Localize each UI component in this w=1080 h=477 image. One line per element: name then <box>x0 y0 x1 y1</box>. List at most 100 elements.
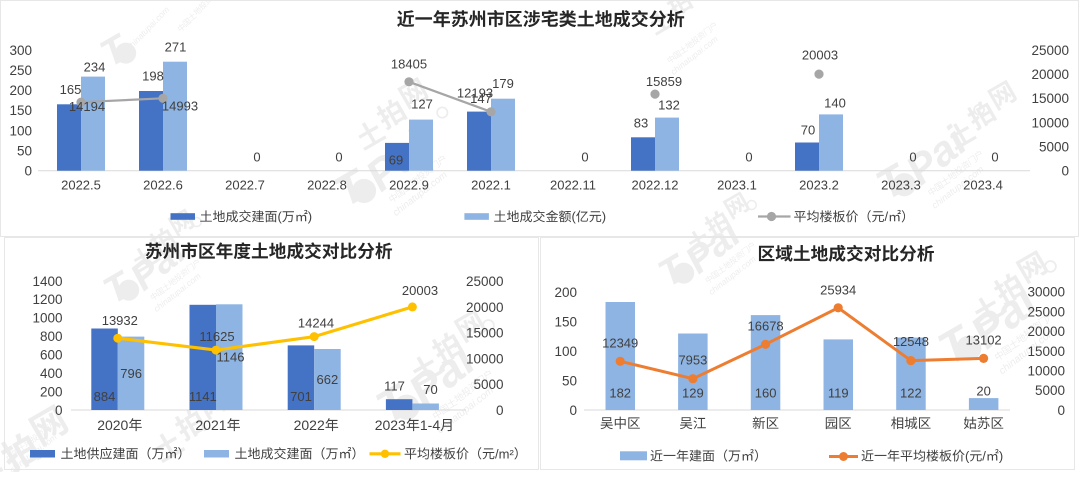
svg-text:0: 0 <box>1061 164 1069 179</box>
svg-text:0: 0 <box>335 150 342 165</box>
svg-text:): ) <box>602 209 606 224</box>
svg-text:1-4: 1-4 <box>420 417 440 433</box>
svg-text:0: 0 <box>253 150 260 165</box>
svg-text:1141: 1141 <box>189 389 217 404</box>
svg-text:0: 0 <box>1057 403 1065 418</box>
svg-text:600: 600 <box>40 348 63 363</box>
svg-text:12193: 12193 <box>457 86 493 101</box>
svg-text:2023.2: 2023.2 <box>799 177 839 192</box>
svg-text:140: 140 <box>824 96 846 111</box>
svg-text:150: 150 <box>9 103 32 118</box>
svg-text:15000: 15000 <box>466 326 504 341</box>
svg-text:7953: 7953 <box>678 353 707 368</box>
svg-text:160: 160 <box>755 385 777 400</box>
svg-text:2022.1: 2022.1 <box>471 177 511 192</box>
svg-text:14244: 14244 <box>298 316 334 331</box>
svg-text:13932: 13932 <box>102 313 138 328</box>
svg-text:2022: 2022 <box>294 417 325 433</box>
svg-text:1146: 1146 <box>217 350 245 365</box>
svg-text:182: 182 <box>609 385 631 400</box>
svg-text:20: 20 <box>976 384 990 399</box>
svg-text:147: 147 <box>470 91 492 106</box>
svg-text:): ) <box>999 449 1003 464</box>
svg-text:2023.1: 2023.1 <box>717 177 757 192</box>
svg-text:200: 200 <box>40 384 63 399</box>
svg-text:100: 100 <box>9 123 32 138</box>
svg-text:662: 662 <box>317 372 339 387</box>
svg-text:0: 0 <box>909 150 916 165</box>
svg-text:198: 198 <box>142 69 164 84</box>
svg-text:165: 165 <box>60 82 82 97</box>
svg-text:2023.3: 2023.3 <box>881 177 921 192</box>
svg-text:/: / <box>982 449 986 464</box>
svg-text:1200: 1200 <box>32 292 62 307</box>
svg-text:796: 796 <box>120 366 142 381</box>
svg-text:2022.11: 2022.11 <box>550 177 596 192</box>
svg-text:70: 70 <box>801 123 815 138</box>
svg-text:20000: 20000 <box>466 300 504 315</box>
svg-text:0: 0 <box>24 164 32 179</box>
svg-text:2020: 2020 <box>97 417 128 433</box>
svg-text:2023.4: 2023.4 <box>963 177 1003 192</box>
svg-text:70: 70 <box>423 382 437 397</box>
svg-text:14194: 14194 <box>69 99 105 114</box>
svg-text:69: 69 <box>389 153 403 168</box>
svg-text:/m²: /m² <box>495 446 514 461</box>
svg-text:5000: 5000 <box>473 377 503 392</box>
svg-text:/: / <box>885 209 889 224</box>
svg-text:14993: 14993 <box>162 99 198 114</box>
svg-text:(: ( <box>572 209 577 224</box>
svg-text:271: 271 <box>165 40 187 55</box>
svg-text:13102: 13102 <box>966 332 1002 347</box>
svg-text:250: 250 <box>9 63 32 78</box>
svg-text:2022.5: 2022.5 <box>61 177 101 192</box>
svg-text:25000: 25000 <box>1027 304 1065 319</box>
svg-text:25934: 25934 <box>820 283 856 298</box>
svg-text:129: 129 <box>682 385 704 400</box>
svg-text:2022.12: 2022.12 <box>632 177 679 192</box>
svg-text:2023: 2023 <box>375 417 406 433</box>
svg-text:20000: 20000 <box>1031 67 1069 82</box>
svg-text:0: 0 <box>581 150 588 165</box>
svg-text:2022.6: 2022.6 <box>143 177 183 192</box>
svg-text:5000: 5000 <box>1039 139 1069 154</box>
svg-text:10000: 10000 <box>1031 115 1069 130</box>
svg-text:5000: 5000 <box>1035 383 1065 398</box>
svg-text:12548: 12548 <box>893 334 929 349</box>
svg-text:0: 0 <box>496 403 504 418</box>
svg-text:800: 800 <box>40 329 63 344</box>
svg-text:2021: 2021 <box>195 417 226 433</box>
svg-text:117: 117 <box>384 379 405 394</box>
svg-text:0: 0 <box>745 150 752 165</box>
svg-text:200: 200 <box>9 83 32 98</box>
svg-text:300: 300 <box>9 43 32 58</box>
svg-text:179: 179 <box>492 76 514 91</box>
svg-text:11625: 11625 <box>199 329 234 344</box>
svg-text:18405: 18405 <box>391 57 427 72</box>
svg-text:0: 0 <box>991 150 998 165</box>
svg-text:884: 884 <box>94 389 116 404</box>
svg-text:2022.7: 2022.7 <box>225 177 265 192</box>
svg-text:0: 0 <box>55 403 63 418</box>
svg-text:127: 127 <box>411 97 433 112</box>
svg-text:20000: 20000 <box>1027 324 1065 339</box>
svg-text:30000: 30000 <box>1027 285 1065 300</box>
svg-text:(: ( <box>278 209 283 224</box>
svg-text:150: 150 <box>554 314 577 329</box>
svg-text:12349: 12349 <box>602 335 638 350</box>
svg-text:1000: 1000 <box>32 311 62 326</box>
svg-text:200: 200 <box>554 285 577 300</box>
svg-text:16678: 16678 <box>748 319 784 334</box>
svg-text:50: 50 <box>562 373 577 388</box>
svg-text:25000: 25000 <box>1031 43 1069 58</box>
svg-text:400: 400 <box>40 366 63 381</box>
svg-text:25000: 25000 <box>466 274 504 289</box>
svg-text:100: 100 <box>554 344 577 359</box>
svg-text:83: 83 <box>634 116 648 131</box>
svg-text:(: ( <box>965 449 970 464</box>
svg-text:50: 50 <box>17 143 32 158</box>
svg-text:20003: 20003 <box>402 283 438 298</box>
svg-text:701: 701 <box>290 389 312 404</box>
svg-text:0: 0 <box>569 403 577 418</box>
svg-text:10000: 10000 <box>1027 364 1065 379</box>
